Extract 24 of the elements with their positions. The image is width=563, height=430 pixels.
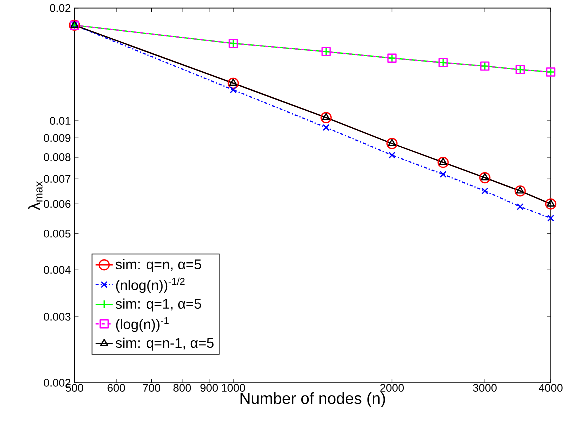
- x-tick-label: 700: [143, 384, 161, 392]
- x-tick-label: 800: [174, 384, 192, 392]
- legend-label: (nlog(n))$^{-1/2}$: [116, 278, 185, 294]
- x-tick-label: 900: [200, 384, 218, 392]
- x-tick-label: 2000: [380, 384, 404, 392]
- y-axis-title: λ$_{max}$: [28, 181, 43, 210]
- y-tick-label: 0.007: [44, 175, 71, 184]
- y-tick-label: 0.01: [50, 117, 71, 125]
- x-tick-label: 3000: [473, 384, 497, 392]
- y-tick-label: 0.009: [44, 134, 71, 142]
- y-tick-label: 0.005: [44, 230, 71, 238]
- x-axis-title: Number of nodes (n): [240, 392, 386, 408]
- y-tick-label: 0.008: [44, 154, 71, 162]
- legend-label: (log(n))$^{-1}$: [116, 317, 169, 332]
- x-tick-label: 1000: [222, 384, 246, 392]
- x-tick-label: 600: [108, 384, 126, 392]
- legend-label: sim: q=n-1, α=5: [116, 338, 214, 351]
- legend-label: sim: q=1, α=5: [116, 298, 202, 312]
- y-tick-label: 0.003: [44, 313, 71, 321]
- legend-label: sim: q=n, α=5: [116, 259, 202, 272]
- y-tick-label: 0.006: [44, 200, 71, 208]
- y-tick-label: 0.02: [50, 4, 71, 12]
- y-tick-label: 0.004: [44, 266, 71, 274]
- x-tick-label: 4000: [539, 384, 563, 392]
